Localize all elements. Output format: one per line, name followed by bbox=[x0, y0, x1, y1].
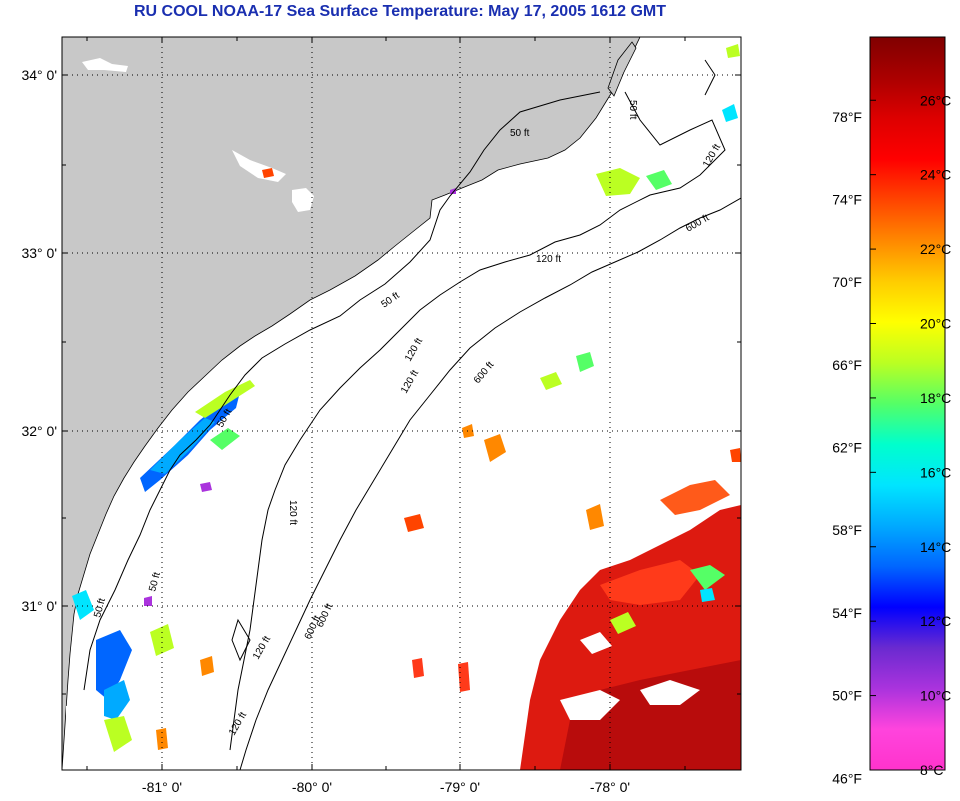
cold-water bbox=[104, 716, 132, 752]
patch bbox=[726, 44, 740, 58]
colorbar-f-label: 50°F bbox=[832, 688, 862, 704]
contour-misc bbox=[231, 618, 251, 662]
colorbar-f-label: 54°F bbox=[832, 605, 862, 621]
patch bbox=[484, 434, 506, 462]
patch bbox=[458, 662, 470, 692]
lake bbox=[292, 188, 314, 212]
cold-water bbox=[150, 624, 174, 656]
colorbar bbox=[869, 36, 946, 771]
lat-label: 34° 0' bbox=[21, 67, 57, 83]
colorbar-c-label: 14°C bbox=[920, 539, 951, 555]
cold-patch bbox=[690, 565, 725, 590]
cold-patch bbox=[700, 588, 715, 602]
map-title: RU COOL NOAA-17 Sea Surface Temperature:… bbox=[133, 3, 667, 20]
lake bbox=[66, 704, 84, 724]
patch bbox=[404, 514, 424, 532]
colorbar-ticks bbox=[870, 99, 876, 771]
cold-water bbox=[104, 680, 130, 720]
cold-water bbox=[195, 380, 255, 418]
lat-label: 32° 0' bbox=[21, 423, 57, 439]
contour-label: 50 ft bbox=[147, 571, 163, 593]
patch bbox=[450, 188, 456, 194]
contour-label: 50 ft bbox=[510, 128, 530, 139]
warm-water bbox=[660, 480, 730, 515]
contour-label: 120 ft bbox=[287, 500, 298, 525]
lon-label: -81° 0' bbox=[142, 779, 182, 795]
land-bit bbox=[607, 41, 637, 97]
sst-data bbox=[72, 44, 741, 770]
patch bbox=[722, 104, 738, 122]
colorbar-c-label: 26°C bbox=[920, 92, 951, 108]
cold-water bbox=[96, 630, 132, 700]
colorbar-f-label: 74°F bbox=[832, 191, 862, 207]
colorbar-f-label: 62°F bbox=[832, 440, 862, 456]
colorbar-c-label: 10°C bbox=[920, 688, 951, 704]
cold-water bbox=[150, 418, 215, 474]
colorbar-f-label: 70°F bbox=[832, 274, 862, 290]
warm-water bbox=[560, 660, 741, 770]
colorbar-f-label: 78°F bbox=[832, 109, 862, 125]
contour-600ft bbox=[239, 197, 741, 770]
lon-label: -79° 0' bbox=[440, 779, 480, 795]
patch bbox=[262, 168, 274, 178]
patch bbox=[144, 596, 152, 606]
patch bbox=[200, 656, 214, 676]
cloud-gap bbox=[580, 632, 612, 654]
patch bbox=[646, 170, 672, 190]
colorbar-c-label: 12°C bbox=[920, 613, 951, 629]
colorbar-c-label: 18°C bbox=[920, 390, 951, 406]
cold-water bbox=[210, 428, 240, 450]
ticks bbox=[62, 37, 741, 770]
lake bbox=[82, 58, 128, 72]
cold-patch bbox=[610, 612, 636, 634]
colorbar-c-label: 8°C bbox=[920, 762, 944, 778]
warm-water bbox=[600, 560, 700, 605]
graticule bbox=[62, 37, 741, 770]
cold-water bbox=[72, 590, 94, 620]
colorbar-c-labels: 26°C 24°C 22°C 20°C 18°C 16°C 14°C 12°C 10°C 8°C bbox=[920, 92, 951, 778]
contour-label: 50 ft bbox=[92, 597, 108, 619]
contour-120ft bbox=[229, 91, 726, 751]
colorbar-f-label: 46°F bbox=[832, 770, 862, 786]
colorbar-f-label: 66°F bbox=[832, 357, 862, 373]
lat-label: 31° 0' bbox=[21, 598, 57, 614]
patch bbox=[540, 372, 562, 390]
lon-label: -80° 0' bbox=[292, 779, 332, 795]
colorbar-c-label: 16°C bbox=[920, 464, 951, 480]
patch bbox=[596, 168, 640, 196]
contour-label: 120 ft bbox=[536, 254, 561, 265]
colorbar-f-label: 58°F bbox=[832, 522, 862, 538]
patch bbox=[576, 352, 594, 372]
depth-contours bbox=[83, 59, 741, 770]
colorbar-c-label: 24°C bbox=[920, 167, 951, 183]
colorbar-c-label: 20°C bbox=[920, 316, 951, 332]
contour-50ft bbox=[83, 91, 601, 691]
contour-misc bbox=[704, 59, 716, 96]
lon-label: -78° 0' bbox=[590, 779, 630, 795]
cloud-gap bbox=[560, 690, 620, 720]
patch bbox=[412, 658, 424, 678]
colorbar-c-label: 22°C bbox=[920, 241, 951, 257]
patch bbox=[200, 482, 212, 492]
patch bbox=[730, 448, 741, 462]
map-frame bbox=[61, 36, 742, 771]
colorbar-f-labels: 78°F 74°F 70°F 66°F 62°F 58°F 54°F 50°F 46°F bbox=[832, 109, 862, 786]
patch bbox=[156, 728, 168, 750]
patch bbox=[586, 504, 604, 530]
cloud-gap bbox=[640, 680, 700, 705]
lat-label: 33° 0' bbox=[21, 245, 57, 261]
contour-label: 50 ft bbox=[627, 100, 638, 120]
